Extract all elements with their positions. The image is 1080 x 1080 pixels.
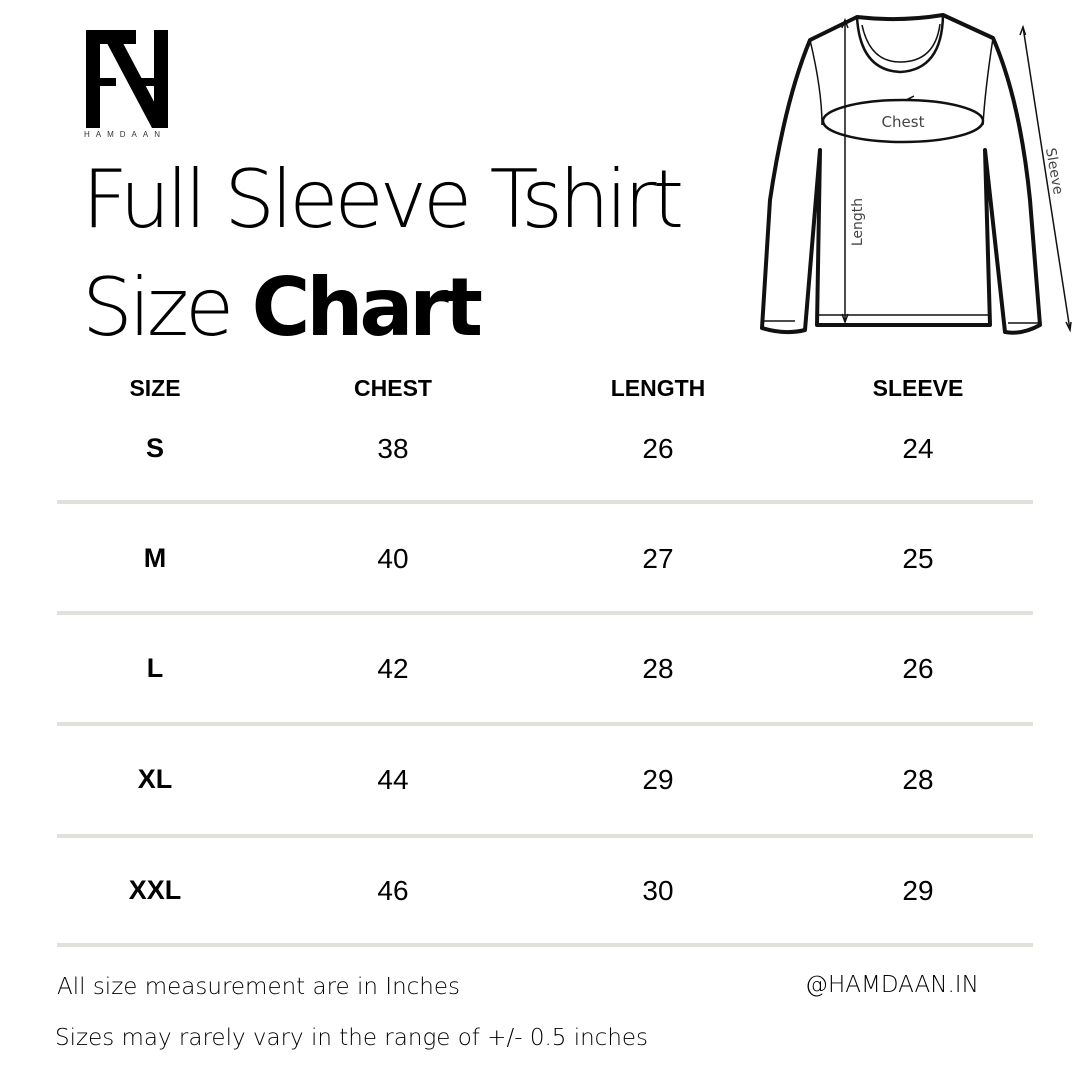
cell-size: XL [137,764,173,794]
cell-sleeve: 29 [902,875,934,906]
variance-note: Sizes may rarely vary in the range of +/… [55,1025,649,1051]
header-chest: CHEST [354,375,432,401]
cell-chest: 42 [377,653,409,684]
title-bold: Chart [251,261,483,354]
title-regular: Size [82,261,252,354]
cell-length: 30 [642,875,674,906]
social-handle: @HAMDAAN.IN [805,972,979,998]
brand-logo: HAMDAAN [84,28,174,143]
row-divider [57,722,1033,726]
length-label: Length [850,198,866,246]
cell-length: 29 [642,764,674,795]
cell-chest: 46 [377,875,409,906]
cell-size: M [143,543,167,573]
units-note: All size measurement are in Inches [57,974,461,1000]
header-length: LENGTH [610,375,706,401]
logo-name: HAMDAAN [84,130,167,139]
chest-label: Chest [882,113,925,131]
header-sleeve: SLEEVE [872,375,964,401]
cell-chest: 44 [377,764,409,795]
header-size: SIZE [129,375,181,401]
cell-size: XXL [128,875,182,905]
row-divider [57,500,1033,504]
row-divider [57,611,1033,615]
cell-length: 28 [642,653,674,684]
row-divider [57,943,1033,947]
page-title-line1: Full Sleeve Tshirt [82,153,684,246]
tshirt-diagram: Chest Length Sleeve [760,13,1072,335]
page-title-line2: Size Chart [82,268,483,348]
cell-sleeve: 25 [902,543,934,574]
cell-chest: 40 [377,543,409,574]
cell-sleeve: 26 [902,653,934,684]
cell-length: 27 [642,543,674,574]
cell-chest: 38 [377,433,409,464]
cell-sleeve: 28 [902,764,934,795]
cell-size: S [145,433,164,463]
cell-size: L [146,653,164,683]
row-divider [57,834,1033,838]
cell-sleeve: 24 [902,433,934,464]
cell-length: 26 [642,433,674,464]
